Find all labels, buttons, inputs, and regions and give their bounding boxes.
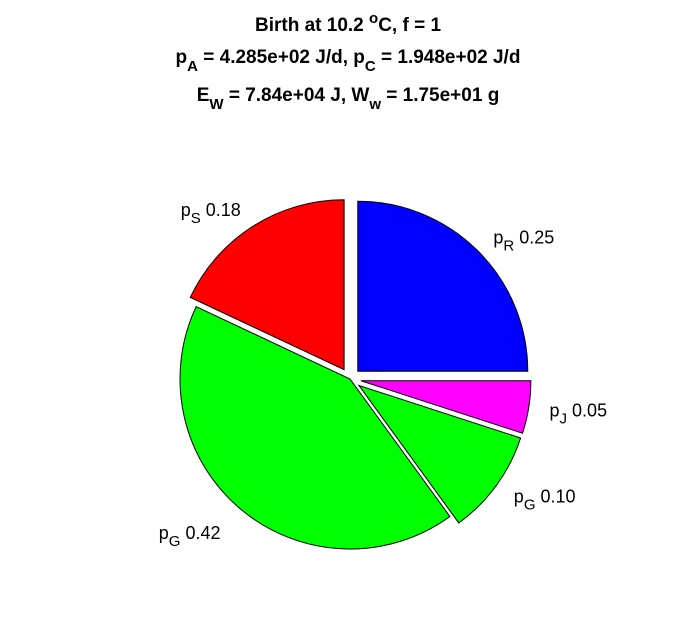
slice-label-g-3: pG 0.42 xyxy=(159,523,221,550)
title-line-2: pA = 4.285e+02 J/d, pC = 1.948e+02 J/d xyxy=(176,47,521,75)
slice-label-g-2: pG 0.10 xyxy=(514,487,576,514)
pie-slices xyxy=(179,199,532,550)
title-line-3: EW = 7.84e+04 J, Ww = 1.75e+01 g xyxy=(197,85,500,113)
pie-slice-g-3 xyxy=(179,305,451,550)
pie-slice-s-4 xyxy=(189,199,345,371)
chart-title: Birth at 10.2 oC, f = 1 pA = 4.285e+02 J/… xyxy=(176,10,521,113)
title-line-1: Birth at 10.2 oC, f = 1 xyxy=(255,10,441,36)
pie-slice-j-1 xyxy=(360,380,532,434)
slice-label-s-4: pS 0.18 xyxy=(181,200,241,227)
slice-labels: pR 0.25 pJ 0.05 pG 0.10 pG 0.42 pS 0.18 xyxy=(159,200,607,550)
slice-label-j-1: pJ 0.05 xyxy=(550,400,608,427)
slice-label-r-0: pR 0.25 xyxy=(493,228,554,255)
pie-slice-g-2 xyxy=(357,384,522,524)
pie-slice-r-0 xyxy=(357,200,529,372)
